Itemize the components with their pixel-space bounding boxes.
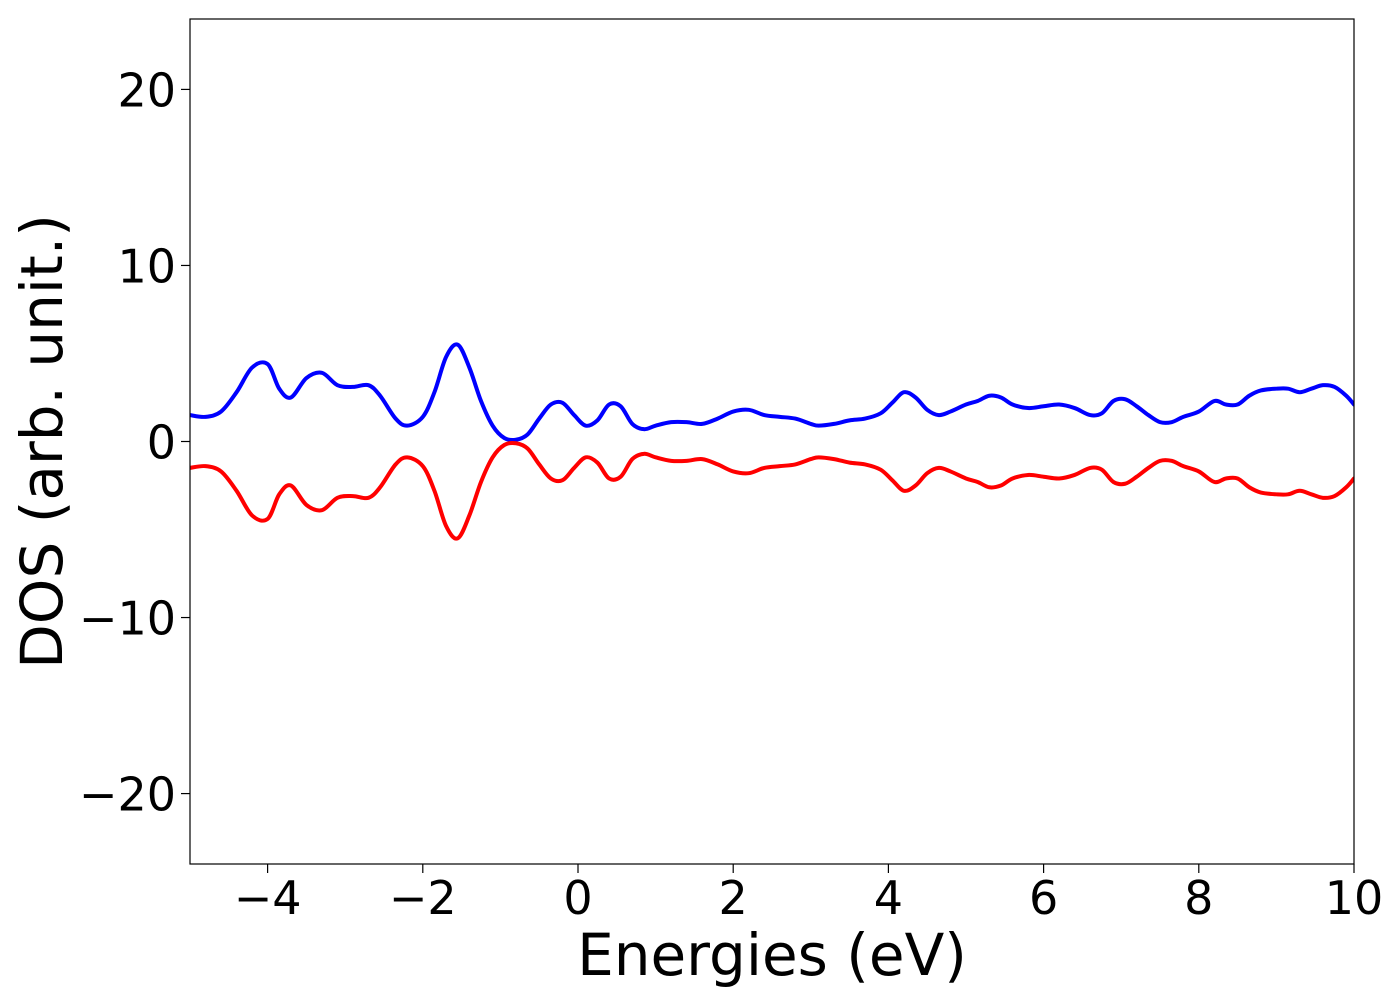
y-axis-label: DOS (arb. unit.)	[8, 214, 76, 669]
series-layer	[190, 342, 1354, 541]
x-tick-label: 10	[1325, 871, 1384, 925]
y-tick-label: 10	[117, 239, 176, 293]
y-tick-label: 0	[147, 416, 176, 470]
y-tick-label: 20	[117, 63, 176, 117]
series-line-spin-up	[190, 342, 1354, 443]
x-tick-label: 8	[1184, 871, 1213, 925]
y-tick-label: −20	[79, 768, 176, 822]
y-tick-label: −10	[79, 592, 176, 646]
x-tick-label: 6	[1029, 871, 1058, 925]
plot-frame	[189, 18, 1355, 865]
x-tick-label: 4	[874, 871, 903, 925]
x-tick-label: −4	[234, 871, 302, 925]
x-tick-label: 2	[719, 871, 748, 925]
series-line-spin-down	[190, 440, 1354, 541]
x-axis-label: Energies (eV)	[577, 921, 967, 989]
x-tick-label: 0	[563, 871, 592, 925]
x-tick-label: −2	[389, 871, 457, 925]
